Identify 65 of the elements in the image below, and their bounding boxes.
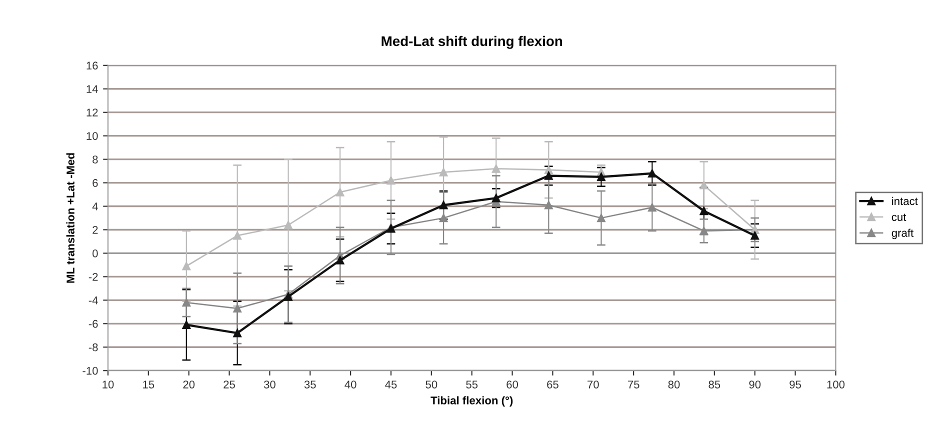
- x-tick-label: 85: [708, 380, 720, 388]
- legend-label: cut: [892, 214, 906, 221]
- x-tick-label: 65: [547, 380, 558, 388]
- point: [439, 168, 448, 176]
- y-tick-label: 16: [86, 62, 98, 70]
- x-tick-label: 10: [102, 380, 114, 388]
- y-tick-label: 2: [92, 226, 98, 234]
- point: [544, 200, 553, 210]
- point: [284, 292, 292, 301]
- y-axis-title: ML translation +Lat -Med: [66, 153, 74, 283]
- point: [750, 231, 760, 240]
- y-tick-label: -8: [88, 343, 98, 352]
- point: [233, 231, 242, 240]
- point: [492, 194, 500, 202]
- x-tick-label: 50: [426, 380, 438, 388]
- x-tick-label: 25: [224, 380, 235, 388]
- y-tick-label: 10: [86, 132, 98, 140]
- y-tick-label: 14: [86, 85, 98, 93]
- point: [492, 164, 500, 173]
- point: [648, 203, 656, 212]
- point: [648, 169, 656, 178]
- x-axis-title: Tibial flexion (°): [430, 396, 513, 407]
- point: [544, 172, 553, 180]
- y-tick-label: 0: [92, 249, 98, 258]
- y-tick-label: -10: [82, 366, 98, 375]
- y-tick-label: 8: [92, 156, 98, 164]
- x-tick-label: 20: [183, 380, 195, 388]
- point: [700, 180, 708, 190]
- y-tick-label: 6: [92, 179, 98, 187]
- point: [233, 304, 242, 313]
- x-tick-label: 100: [827, 380, 845, 388]
- point: [439, 200, 448, 210]
- point: [386, 176, 396, 185]
- point: [597, 172, 606, 182]
- chart-title: Med-Lat shift during flexion: [382, 36, 562, 49]
- point: [284, 220, 292, 230]
- x-tick-label: 30: [264, 380, 276, 388]
- point: [182, 298, 191, 307]
- y-tick-label: -2: [88, 272, 98, 281]
- legend-label: graft: [892, 228, 914, 240]
- y-tick-label: -4: [88, 296, 98, 304]
- point: [700, 206, 708, 216]
- point: [182, 320, 191, 329]
- x-tick-label: 40: [344, 380, 356, 388]
- point: [700, 226, 708, 236]
- y-tick-label: -6: [88, 320, 98, 328]
- x-tick-label: 75: [628, 380, 640, 388]
- point: [336, 188, 344, 196]
- x-tick-label: 90: [749, 380, 761, 388]
- x-tick-label: 45: [385, 380, 397, 388]
- x-tick-label: 55: [466, 380, 478, 388]
- y-tick-label: 12: [86, 108, 98, 116]
- point: [336, 256, 344, 264]
- x-tick-label: 95: [790, 380, 801, 388]
- x-tick-label: 60: [506, 380, 518, 388]
- legend-label: intact: [892, 196, 918, 206]
- x-tick-label: 15: [143, 380, 154, 388]
- point: [182, 262, 191, 270]
- point: [439, 214, 448, 222]
- y-tick-label: 4: [92, 202, 98, 210]
- x-tick-label: 35: [304, 380, 316, 388]
- x-tick-label: 80: [668, 380, 680, 388]
- x-tick-label: 70: [588, 380, 599, 388]
- point: [233, 328, 242, 338]
- point: [597, 214, 606, 222]
